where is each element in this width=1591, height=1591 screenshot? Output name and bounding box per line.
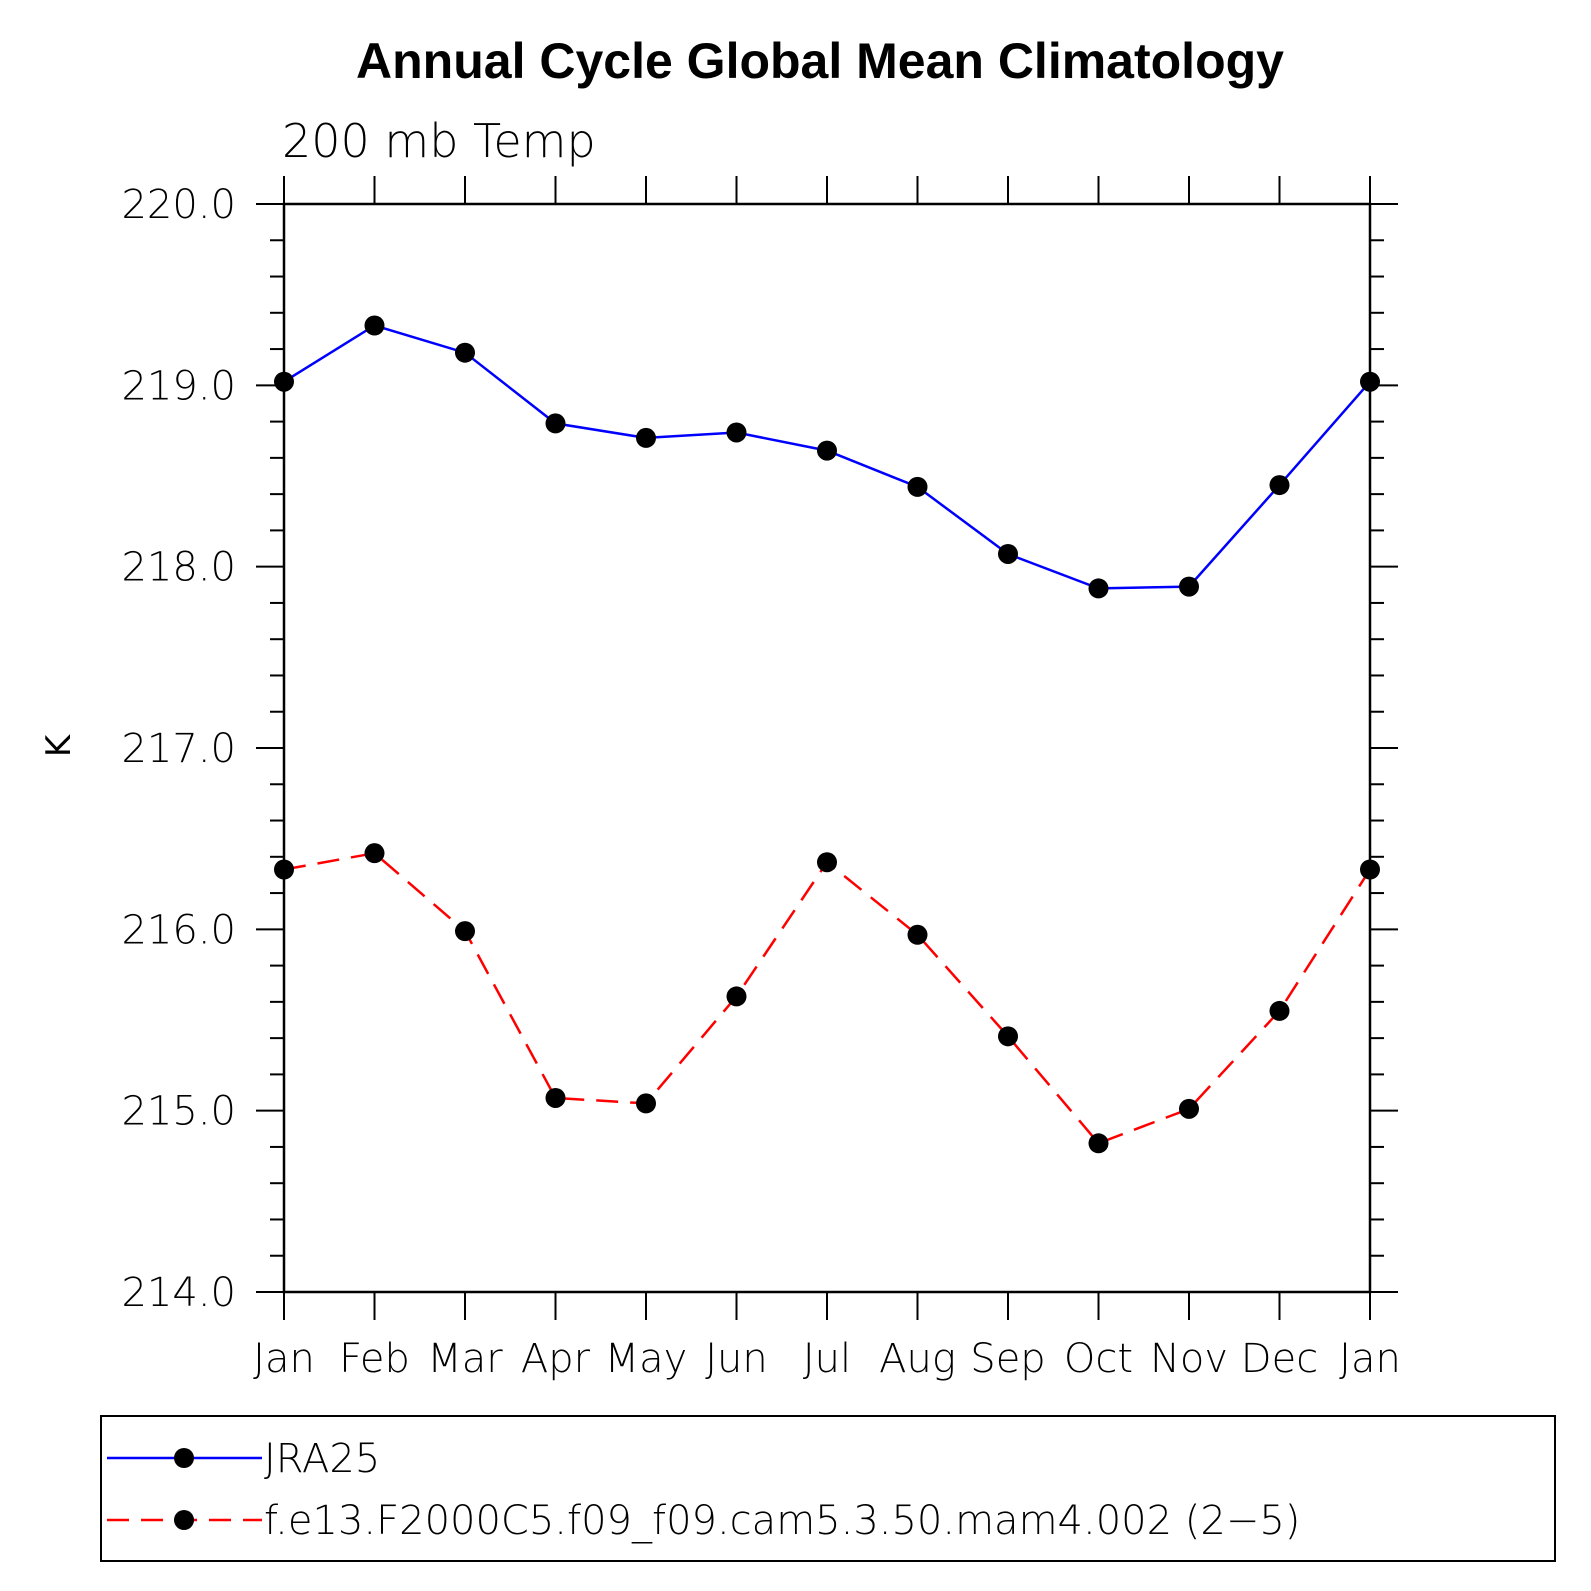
data-point xyxy=(998,1026,1018,1047)
data-point xyxy=(455,342,475,363)
data-point xyxy=(455,921,475,942)
x-tick-label: Nov xyxy=(1150,1336,1228,1382)
data-point xyxy=(1088,1133,1109,1154)
x-tick-label: Apr xyxy=(521,1336,591,1382)
x-tick-label: May xyxy=(605,1336,688,1382)
data-point xyxy=(1269,475,1290,496)
x-tick-label: Dec xyxy=(1241,1336,1318,1382)
chart-title: Annual Cycle Global Mean Climatology xyxy=(356,33,1284,89)
data-point xyxy=(364,843,385,864)
data-point xyxy=(1179,1098,1199,1119)
y-tick-label: 214.0 xyxy=(121,1270,236,1316)
data-point xyxy=(545,1087,566,1108)
data-point xyxy=(726,986,747,1007)
data-point xyxy=(907,476,928,497)
data-point xyxy=(545,413,566,434)
x-tick-label: Feb xyxy=(339,1336,410,1382)
data-point xyxy=(817,852,837,873)
data-point xyxy=(636,427,656,448)
series-layer xyxy=(274,315,1380,1154)
data-point xyxy=(636,1093,656,1114)
legend-marker xyxy=(174,1510,194,1530)
legend: JRA25 f.e13.F2000C5.f09_f09.cam5.3.50.mam… xyxy=(100,1415,1556,1562)
legend-label-2: f.e13.F2000C5.f09_f09.cam5.3.50.mam4.002… xyxy=(264,1498,1300,1544)
data-point xyxy=(907,924,928,945)
y-tick-label: 220.0 xyxy=(121,182,236,228)
x-tick-label: Jun xyxy=(705,1336,768,1382)
x-tick-label: Mar xyxy=(427,1336,503,1382)
data-point xyxy=(364,315,385,336)
plot-frame xyxy=(282,202,1372,1294)
x-tick-label: Jan xyxy=(1339,1336,1401,1382)
series-line-2 xyxy=(283,851,1372,1145)
legend-label-1: JRA25 xyxy=(264,1436,380,1482)
data-point xyxy=(1269,1000,1290,1021)
y-tick-label: 217.0 xyxy=(121,726,236,772)
legend-box xyxy=(100,1415,1556,1562)
y-tick-label: 215.0 xyxy=(121,1089,236,1135)
data-point xyxy=(998,543,1018,564)
tick-label-layer: 214.0 215.0 216.0 217.0 218.0 219.0 220.0 Jan Fe… xyxy=(121,182,1400,1382)
x-tick-label: Sep xyxy=(970,1336,1045,1382)
legend-marker xyxy=(174,1448,194,1468)
axes-layer xyxy=(256,176,1398,1320)
y-tick-label: 216.0 xyxy=(121,907,236,953)
data-point xyxy=(817,440,837,461)
data-point xyxy=(726,422,747,443)
x-tick-label: Oct xyxy=(1064,1336,1133,1382)
y-axis-label: K xyxy=(39,733,79,757)
x-tick-label: Jul xyxy=(803,1336,851,1382)
chart-subtitle: 200 mb Temp xyxy=(282,114,596,168)
y-tick-label: 219.0 xyxy=(121,363,236,409)
data-point xyxy=(1088,578,1109,599)
x-tick-label: Jan xyxy=(253,1336,315,1382)
y-tick-label: 218.0 xyxy=(121,545,236,591)
x-tick-label: Aug xyxy=(879,1336,956,1382)
data-point xyxy=(1179,576,1199,597)
